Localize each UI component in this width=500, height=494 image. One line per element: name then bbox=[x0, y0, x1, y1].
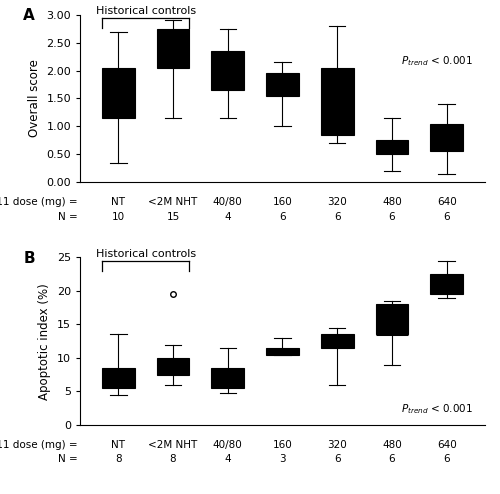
Text: Historical controls: Historical controls bbox=[96, 6, 196, 16]
Text: 8: 8 bbox=[115, 454, 121, 464]
Text: 40/80: 40/80 bbox=[213, 197, 242, 207]
PathPatch shape bbox=[430, 274, 463, 294]
Text: 4: 4 bbox=[224, 212, 231, 222]
Text: 640: 640 bbox=[437, 197, 456, 207]
Text: 4: 4 bbox=[224, 454, 231, 464]
Text: N =: N = bbox=[58, 212, 78, 222]
Text: 320: 320 bbox=[328, 197, 347, 207]
Text: NT: NT bbox=[112, 197, 126, 207]
Y-axis label: Apoptotic index (%): Apoptotic index (%) bbox=[38, 283, 52, 400]
PathPatch shape bbox=[212, 51, 244, 90]
Text: <2M NHT: <2M NHT bbox=[148, 197, 198, 207]
Text: A: A bbox=[24, 8, 35, 23]
Text: 6: 6 bbox=[388, 212, 396, 222]
PathPatch shape bbox=[102, 368, 134, 388]
Text: 320: 320 bbox=[328, 440, 347, 450]
Text: OGX-011 dose (mg) =: OGX-011 dose (mg) = bbox=[0, 440, 78, 450]
Y-axis label: Overall score: Overall score bbox=[28, 60, 40, 137]
Text: 480: 480 bbox=[382, 440, 402, 450]
Text: 15: 15 bbox=[166, 212, 179, 222]
PathPatch shape bbox=[376, 140, 408, 154]
PathPatch shape bbox=[102, 68, 134, 118]
Text: 160: 160 bbox=[272, 197, 292, 207]
PathPatch shape bbox=[321, 334, 354, 348]
Text: 160: 160 bbox=[272, 440, 292, 450]
Text: 640: 640 bbox=[437, 440, 456, 450]
Text: $P_{trend}$ < 0.001: $P_{trend}$ < 0.001 bbox=[400, 403, 473, 416]
Text: 480: 480 bbox=[382, 197, 402, 207]
Text: $P_{trend}$ < 0.001: $P_{trend}$ < 0.001 bbox=[400, 54, 473, 68]
PathPatch shape bbox=[321, 68, 354, 135]
Text: Historical controls: Historical controls bbox=[96, 249, 196, 259]
Text: 6: 6 bbox=[279, 212, 286, 222]
Text: 8: 8 bbox=[170, 454, 176, 464]
PathPatch shape bbox=[156, 358, 190, 374]
PathPatch shape bbox=[266, 348, 299, 355]
PathPatch shape bbox=[430, 124, 463, 152]
Text: 6: 6 bbox=[334, 454, 340, 464]
Text: NT: NT bbox=[112, 440, 126, 450]
Text: OGX-011 dose (mg) =: OGX-011 dose (mg) = bbox=[0, 197, 78, 207]
Text: 6: 6 bbox=[444, 454, 450, 464]
PathPatch shape bbox=[376, 304, 408, 334]
Text: N =: N = bbox=[58, 454, 78, 464]
Text: 6: 6 bbox=[334, 212, 340, 222]
PathPatch shape bbox=[156, 29, 190, 68]
Text: 6: 6 bbox=[444, 212, 450, 222]
Text: 3: 3 bbox=[279, 454, 286, 464]
Text: <2M NHT: <2M NHT bbox=[148, 440, 198, 450]
Text: B: B bbox=[24, 251, 35, 266]
Text: 10: 10 bbox=[112, 212, 125, 222]
Text: 40/80: 40/80 bbox=[213, 440, 242, 450]
PathPatch shape bbox=[212, 368, 244, 388]
Text: 6: 6 bbox=[388, 454, 396, 464]
PathPatch shape bbox=[266, 74, 299, 96]
